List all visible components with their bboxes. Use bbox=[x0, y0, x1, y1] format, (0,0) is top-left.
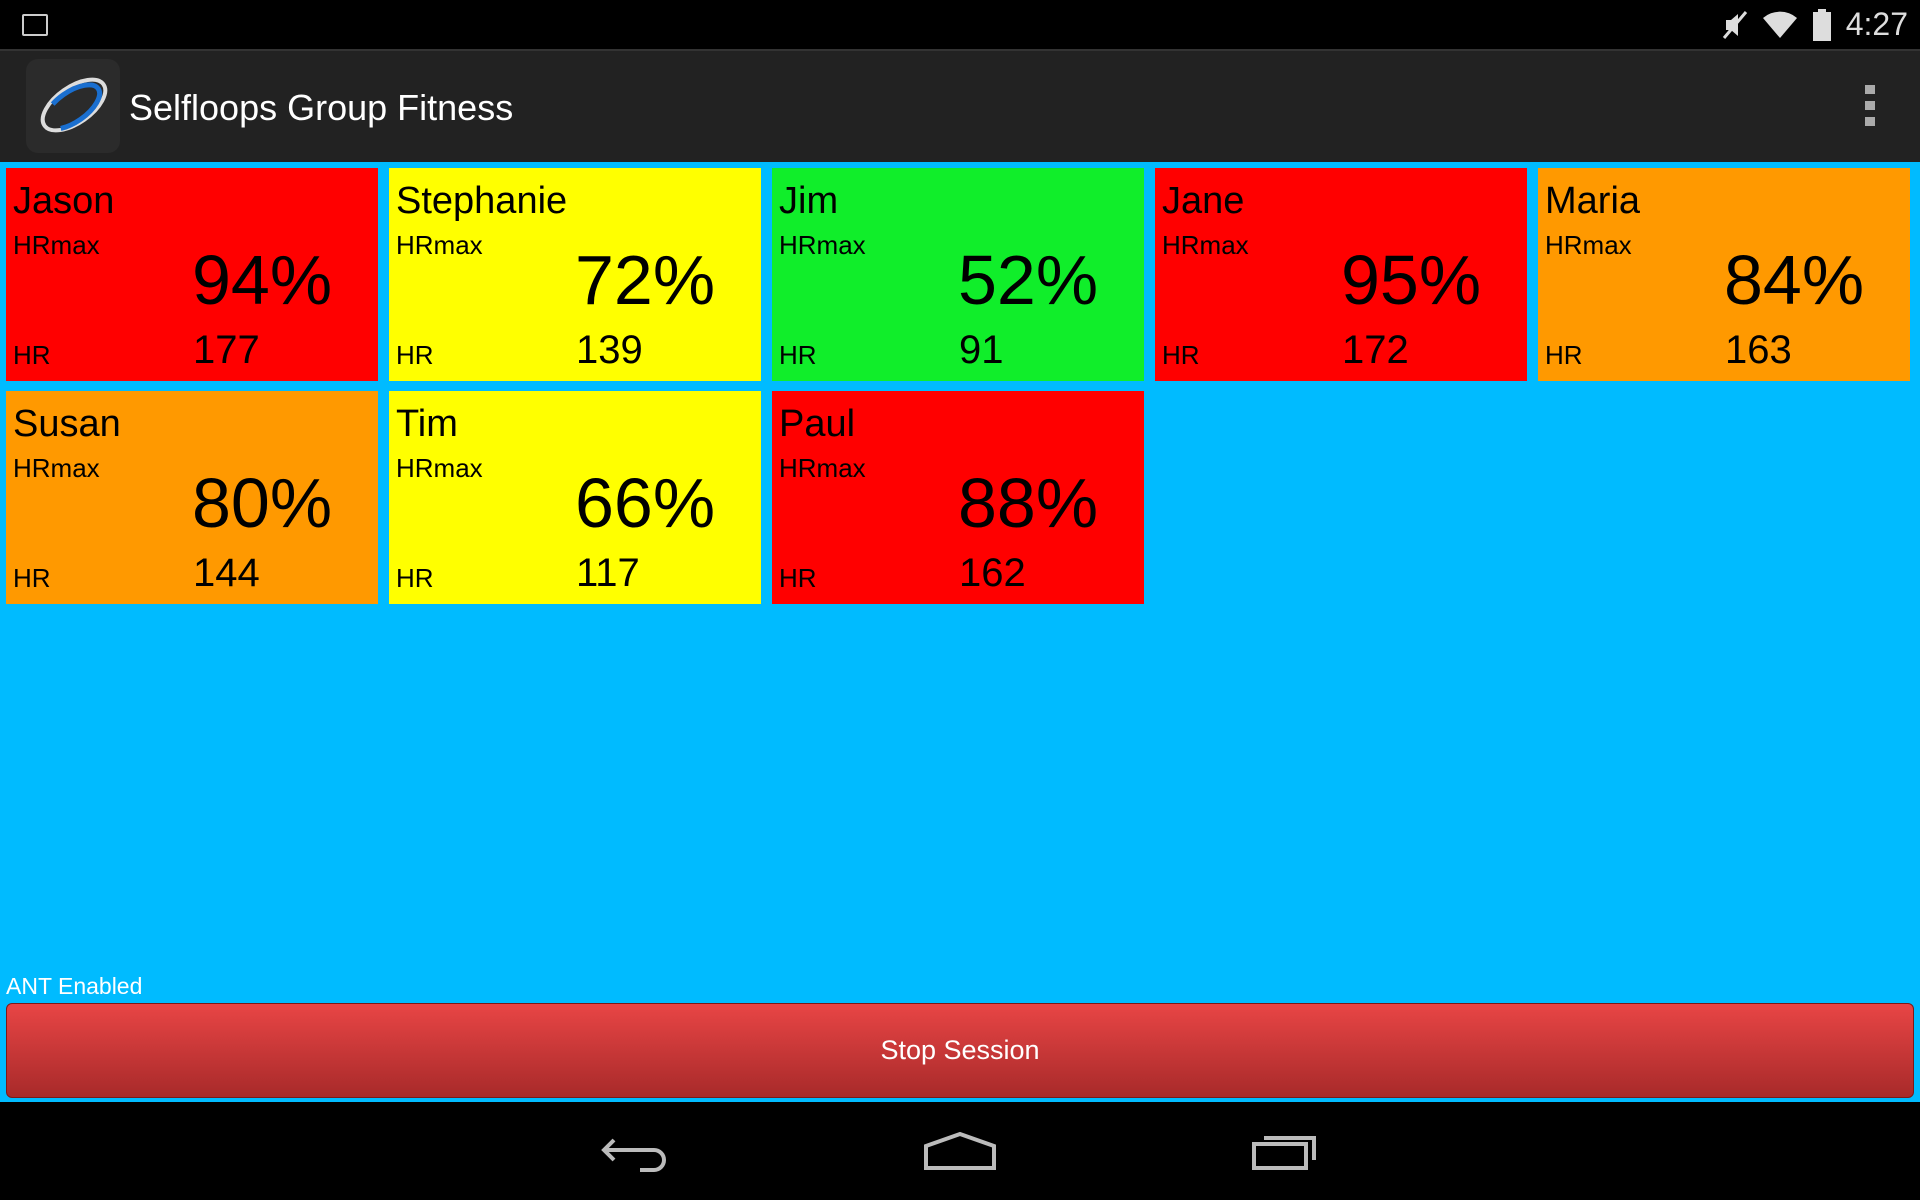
athlete-name: Jim bbox=[779, 180, 839, 222]
heart-rate-value: 91 bbox=[959, 328, 1004, 372]
athlete-tile[interactable]: Susan HRmax 80% HR 144 bbox=[6, 391, 378, 604]
hrmax-label: HRmax bbox=[396, 230, 483, 260]
heart-rate-value: 139 bbox=[576, 328, 643, 372]
hrmax-label: HRmax bbox=[13, 453, 100, 483]
hr-label: HR bbox=[779, 563, 817, 593]
hrmax-percent: 80% bbox=[192, 464, 333, 542]
back-icon[interactable] bbox=[600, 1132, 670, 1172]
athlete-name: Maria bbox=[1545, 180, 1641, 222]
overflow-menu-icon[interactable] bbox=[1865, 85, 1875, 126]
athlete-tile[interactable]: Tim HRmax 66% HR 117 bbox=[389, 391, 761, 604]
athlete-tile[interactable]: Stephanie HRmax 72% HR 139 bbox=[389, 168, 761, 381]
hr-label: HR bbox=[13, 563, 51, 593]
hr-label: HR bbox=[13, 340, 51, 370]
heart-rate-value: 144 bbox=[193, 551, 260, 595]
heart-rate-value: 163 bbox=[1725, 328, 1792, 372]
athlete-name: Stephanie bbox=[396, 180, 568, 222]
hr-label: HR bbox=[779, 340, 817, 370]
hrmax-percent: 66% bbox=[575, 464, 716, 542]
hrmax-label: HRmax bbox=[13, 230, 100, 260]
hrmax-label: HRmax bbox=[396, 453, 483, 483]
athlete-tile[interactable]: Jane HRmax 95% HR 172 bbox=[1155, 168, 1527, 381]
clock: 4:27 bbox=[1845, 6, 1908, 42]
heart-rate-value: 117 bbox=[576, 551, 640, 595]
ant-status: ANT Enabled bbox=[6, 973, 143, 999]
mute-icon bbox=[1722, 10, 1747, 39]
image-notification-icon bbox=[22, 14, 48, 36]
app-logo[interactable] bbox=[26, 59, 120, 153]
hrmax-percent: 52% bbox=[958, 241, 1099, 319]
athlete-name: Susan bbox=[13, 403, 121, 445]
hr-label: HR bbox=[396, 340, 434, 370]
recent-apps-icon[interactable] bbox=[1252, 1132, 1320, 1172]
hrmax-label: HRmax bbox=[779, 230, 866, 260]
heart-rate-value: 172 bbox=[1342, 328, 1409, 372]
hr-label: HR bbox=[1162, 340, 1200, 370]
hrmax-label: HRmax bbox=[1545, 230, 1632, 260]
hrmax-label: HRmax bbox=[1162, 230, 1249, 260]
hrmax-percent: 72% bbox=[575, 241, 716, 319]
heart-rate-value: 177 bbox=[193, 328, 260, 372]
athlete-tile[interactable]: Paul HRmax 88% HR 162 bbox=[772, 391, 1144, 604]
hrmax-label: HRmax bbox=[779, 453, 866, 483]
home-icon[interactable] bbox=[924, 1132, 996, 1172]
athlete-tile[interactable]: Maria HRmax 84% HR 163 bbox=[1538, 168, 1910, 381]
hr-label: HR bbox=[1545, 340, 1583, 370]
athlete-name: Jason bbox=[13, 180, 115, 222]
wifi-icon bbox=[1762, 11, 1797, 38]
athlete-name: Paul bbox=[779, 403, 856, 445]
athlete-name: Jane bbox=[1162, 180, 1245, 222]
action-bar: Selfloops Group Fitness bbox=[0, 49, 1920, 162]
status-bar: 4:27 bbox=[0, 0, 1920, 49]
heart-rate-value: 162 bbox=[959, 551, 1026, 595]
athlete-tile[interactable]: Jason HRmax 94% HR 177 bbox=[6, 168, 378, 381]
hrmax-percent: 84% bbox=[1724, 241, 1865, 319]
stop-session-button[interactable]: Stop Session bbox=[6, 1003, 1914, 1098]
athlete-tile[interactable]: Jim HRmax 52% HR 91 bbox=[772, 168, 1144, 381]
athlete-name: Tim bbox=[396, 403, 458, 445]
battery-icon bbox=[1812, 8, 1831, 41]
navigation-bar bbox=[0, 1102, 1920, 1200]
hrmax-percent: 94% bbox=[192, 241, 333, 319]
hr-label: HR bbox=[396, 563, 434, 593]
hrmax-percent: 95% bbox=[1341, 241, 1482, 319]
app-title: Selfloops Group Fitness bbox=[129, 87, 514, 128]
hrmax-percent: 88% bbox=[958, 464, 1099, 542]
